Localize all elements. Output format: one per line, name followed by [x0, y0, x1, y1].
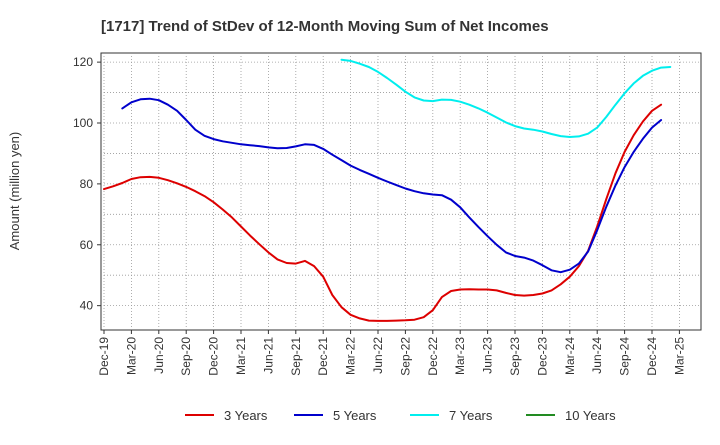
- x-tick-label: Dec-23: [535, 337, 549, 376]
- x-tick-label: Sep-24: [618, 337, 632, 376]
- series-lines: [103, 58, 672, 322]
- x-tick-label: Dec-21: [316, 337, 330, 376]
- y-tick-label: 60: [80, 238, 94, 252]
- legend-label-7-years: 7 Years: [449, 408, 493, 423]
- x-tick-label: Jun-23: [481, 337, 495, 374]
- x-tick-label: Jun-21: [261, 337, 275, 374]
- x-tick-label: Mar-22: [344, 337, 358, 375]
- y-axis-ticks: 40 60 80 100 120: [73, 55, 101, 313]
- x-tick-label: Mar-20: [124, 337, 138, 375]
- series-line-3-years: [103, 103, 663, 322]
- x-tick-label: Sep-21: [289, 337, 303, 376]
- x-tick-label: Dec-24: [645, 337, 659, 376]
- x-tick-label: Mar-25: [672, 337, 686, 375]
- y-tick-label: 80: [80, 177, 94, 191]
- x-tick-label: Dec-22: [426, 337, 440, 376]
- grid-lines: [101, 53, 701, 330]
- x-tick-label: Sep-20: [179, 337, 193, 376]
- x-tick-label: Dec-19: [97, 337, 111, 376]
- legend-label-5-years: 5 Years: [333, 408, 377, 423]
- series-line-7-years: [340, 58, 672, 138]
- y-tick-label: 120: [73, 55, 93, 69]
- legend-label-10-years: 10 Years: [565, 408, 616, 423]
- plot-area: [100, 52, 702, 331]
- y-axis-label: Amount (million yen): [7, 132, 22, 251]
- x-tick-label: Jun-24: [590, 337, 604, 374]
- legend-label-3-years: 3 Years: [224, 408, 268, 423]
- legend: 3 Years 5 Years 7 Years 10 Years: [185, 408, 616, 423]
- x-axis-ticks: Dec-19 Mar-20 Jun-20 Sep-20 Dec-20 Mar-21 Jun-…: [97, 330, 686, 376]
- x-tick-label: Mar-24: [563, 337, 577, 375]
- x-tick-label: Mar-23: [453, 337, 467, 375]
- x-tick-label: Sep-23: [508, 337, 522, 376]
- x-tick-label: Jun-20: [152, 337, 166, 374]
- x-tick-label: Sep-22: [398, 337, 412, 376]
- chart-title: [1717] Trend of StDev of 12-Month Moving…: [101, 18, 549, 35]
- series-line-5-years: [121, 97, 663, 274]
- y-tick-label: 100: [73, 116, 93, 130]
- x-tick-label: Jun-22: [371, 337, 385, 374]
- y-tick-label: 40: [80, 299, 94, 313]
- x-tick-label: Mar-21: [234, 337, 248, 375]
- x-tick-label: Dec-20: [207, 337, 221, 376]
